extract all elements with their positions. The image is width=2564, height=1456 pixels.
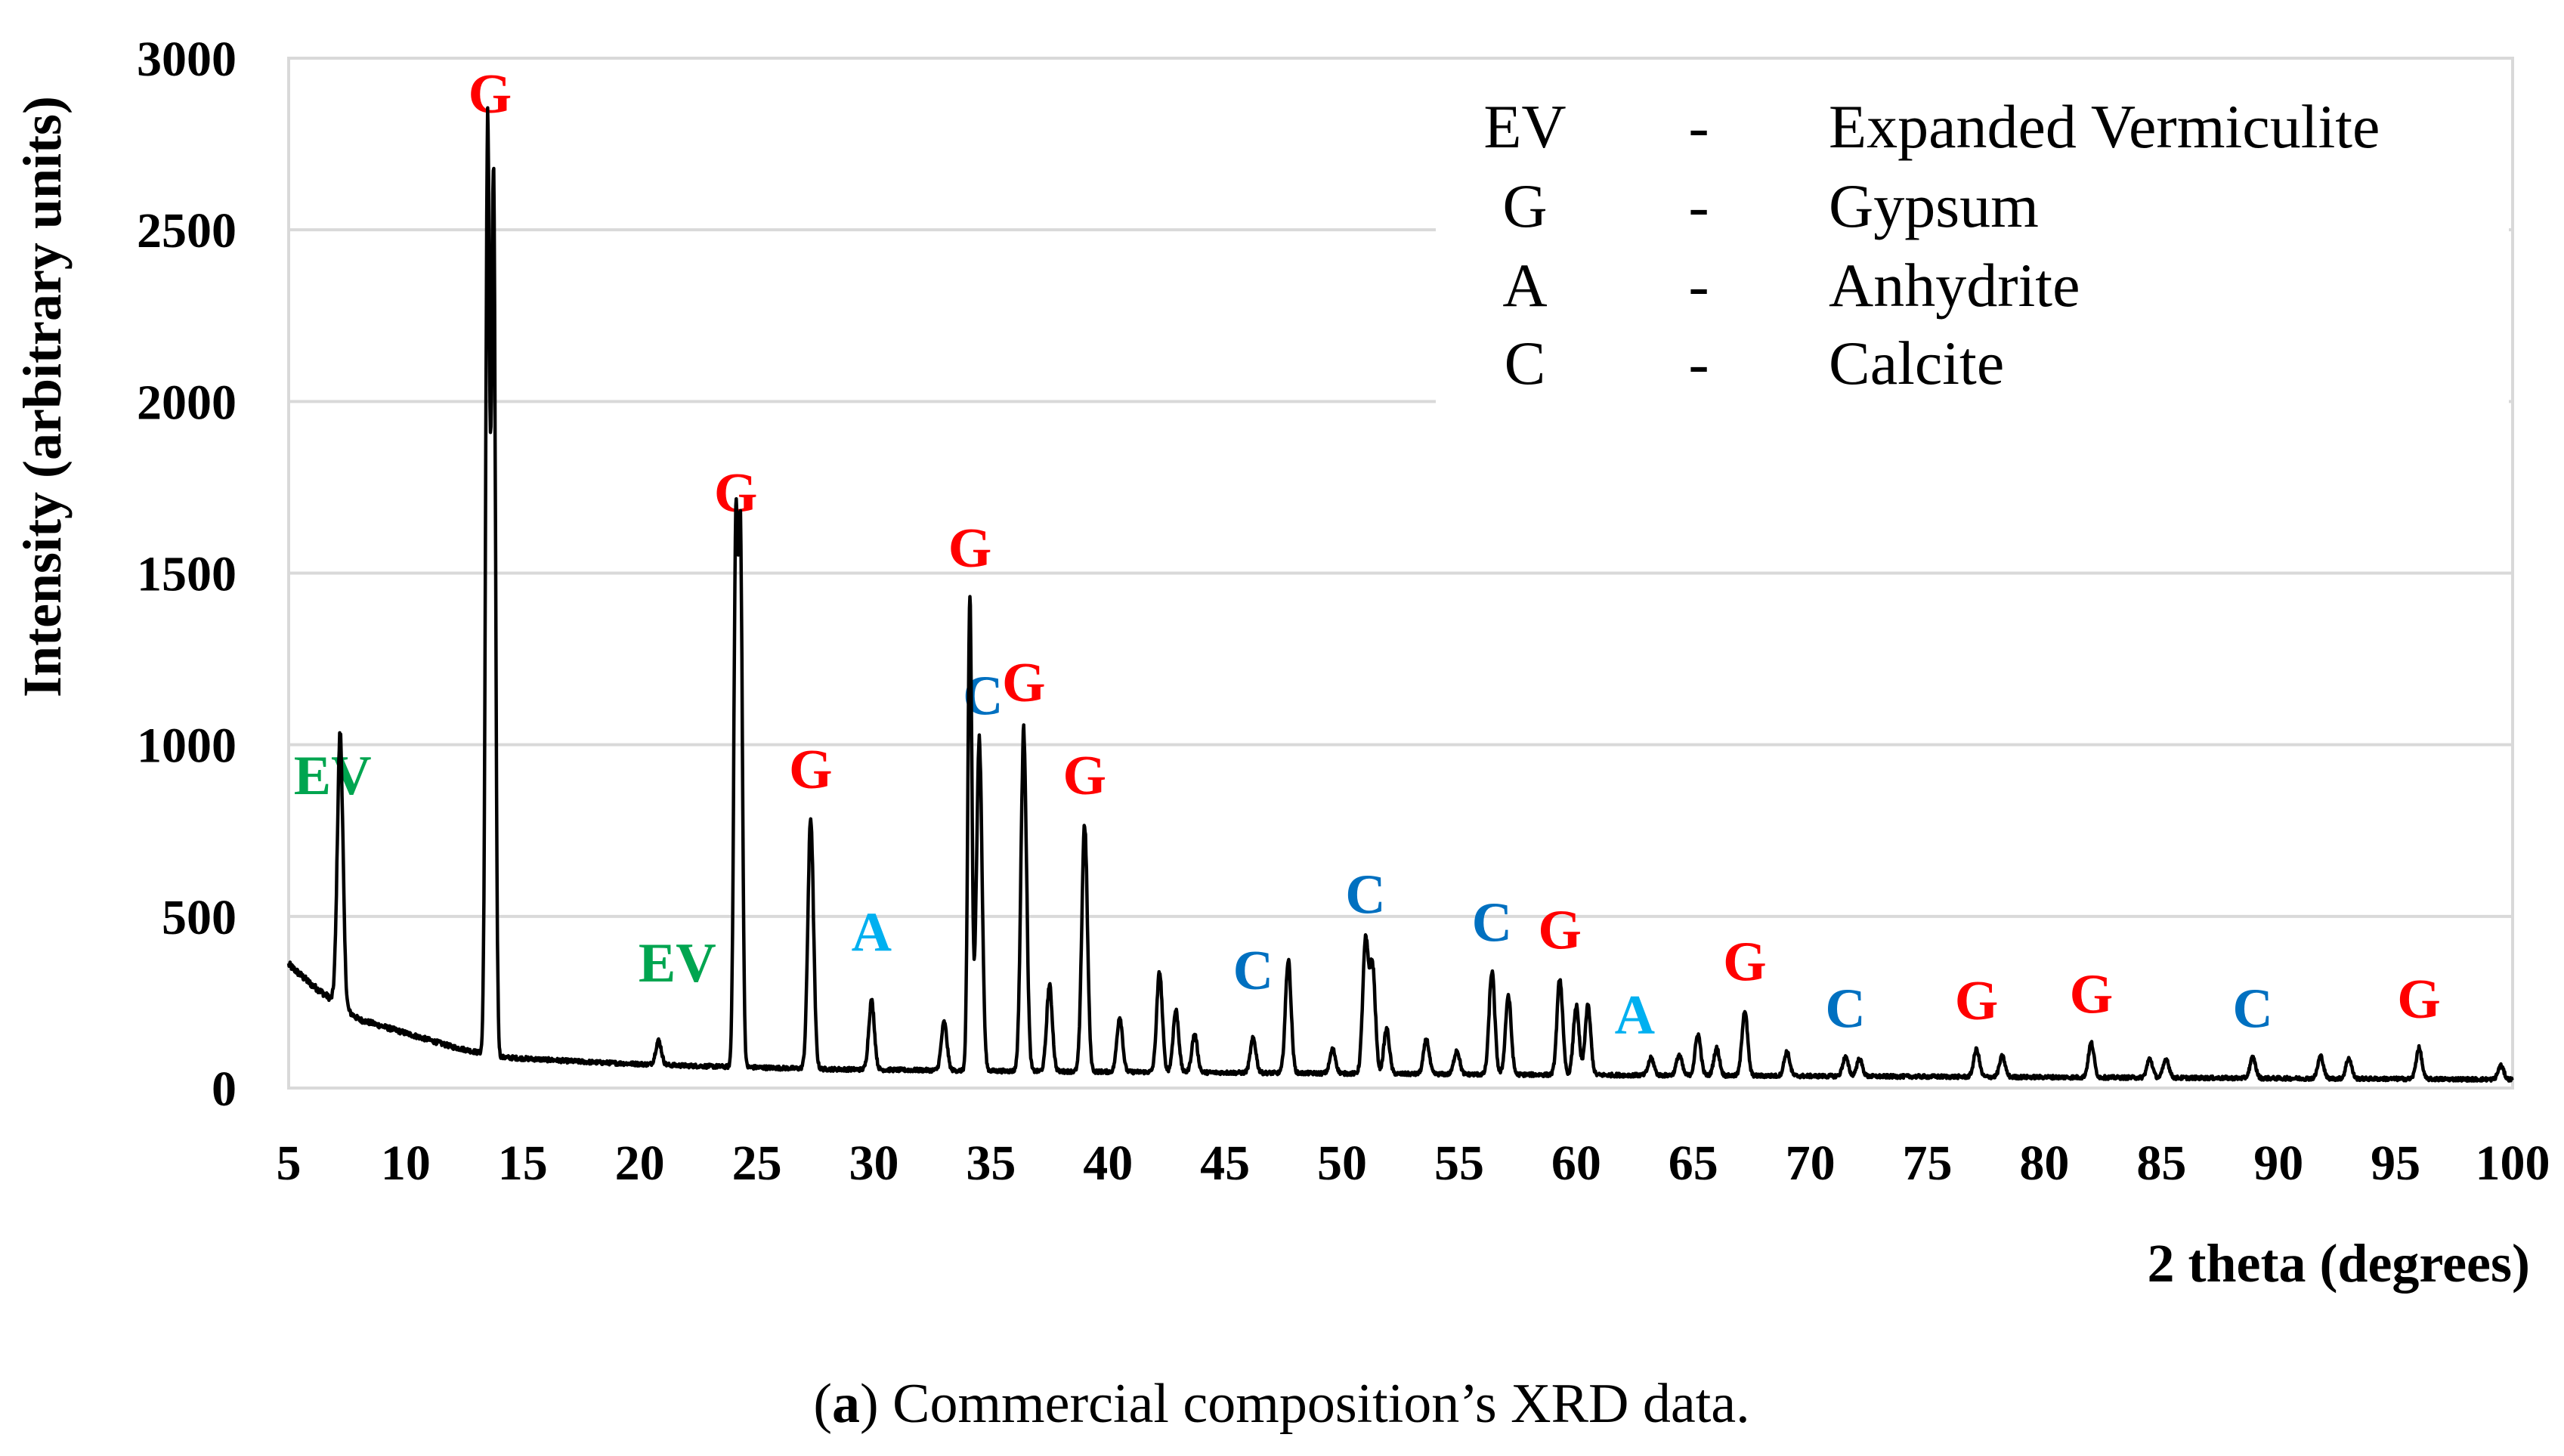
legend-name-a: Anhydrite — [1829, 251, 2080, 320]
legend-name-g: Gypsum — [1829, 172, 2039, 240]
peak-label-g: G — [469, 63, 512, 125]
peak-label-c: C — [2232, 978, 2272, 1040]
y-tick-label: 3000 — [137, 32, 237, 87]
peak-label-g: G — [789, 739, 833, 801]
legend-dash-a: - — [1688, 251, 1709, 320]
caption-prefix: ( — [813, 1373, 832, 1435]
figure-caption: (a) Commercial composition’s XRD data. — [813, 1373, 1749, 1435]
peak-label-g: G — [2397, 969, 2441, 1031]
peak-label-g: G — [1955, 970, 1999, 1032]
peak-label-c: C — [1472, 892, 1512, 954]
peak-label-g: G — [2070, 963, 2114, 1025]
legend-box — [1436, 72, 2509, 404]
legend: EV - Expanded Vermiculite G - Gypsum A -… — [1483, 92, 2380, 397]
y-tick-label: 1500 — [137, 547, 237, 602]
x-tick-label: 20 — [615, 1136, 665, 1191]
caption-text: ) Commercial composition’s XRD data. — [860, 1373, 1750, 1435]
y-tick-label: 2000 — [137, 375, 237, 430]
x-tick-label: 85 — [2136, 1136, 2186, 1191]
x-tick-label: 15 — [498, 1136, 548, 1191]
legend-name-ev: Expanded Vermiculite — [1829, 92, 2380, 161]
legend-dash-c: - — [1688, 329, 1709, 397]
x-tick-label: 95 — [2371, 1136, 2420, 1191]
y-axis-ticks: 0 500 1000 1500 2000 2500 3000 — [137, 32, 237, 1117]
peak-label-g: G — [1063, 745, 1107, 807]
legend-symbol-ev: EV — [1483, 92, 1566, 161]
legend-dash-g: - — [1688, 172, 1709, 240]
peak-label-g: G — [1538, 899, 1582, 961]
legend-dash-ev: - — [1688, 92, 1709, 161]
y-tick-label: 500 — [162, 890, 237, 945]
legend-symbol-g: G — [1502, 172, 1547, 240]
x-tick-label: 100 — [2476, 1136, 2550, 1191]
x-axis-ticks: 5 10 15 20 25 30 35 40 45 50 55 60 65 70 75 80 85 90 95 100 — [277, 1136, 2550, 1191]
x-tick-label: 80 — [2019, 1136, 2069, 1191]
y-tick-label: 2500 — [137, 203, 237, 258]
x-tick-label: 50 — [1317, 1136, 1367, 1191]
x-tick-label: 25 — [732, 1136, 782, 1191]
legend-name-c: Calcite — [1829, 329, 2004, 397]
peak-label-a: A — [852, 901, 892, 963]
caption-letter: a — [832, 1373, 860, 1435]
peak-label-ev: EV — [294, 745, 372, 807]
x-tick-label: 10 — [381, 1136, 431, 1191]
y-tick-label: 0 — [212, 1062, 237, 1117]
legend-symbol-c: C — [1505, 329, 1546, 397]
peak-label-ev: EV — [639, 932, 716, 994]
peak-label-c: C — [1825, 978, 1865, 1040]
x-tick-label: 60 — [1551, 1136, 1601, 1191]
x-tick-label: 5 — [277, 1136, 302, 1191]
x-tick-label: 45 — [1200, 1136, 1250, 1191]
x-tick-label: 30 — [849, 1136, 898, 1191]
x-tick-label: 65 — [1669, 1136, 1718, 1191]
peak-label-g: G — [948, 518, 992, 580]
x-tick-label: 35 — [966, 1136, 1016, 1191]
y-axis-title: Intensity (arbitrary units) — [12, 96, 73, 697]
gridlines — [289, 57, 2513, 918]
peak-label-g: G — [1723, 931, 1767, 993]
peak-label-c: C — [1233, 940, 1273, 1002]
x-tick-label: 70 — [1786, 1136, 1836, 1191]
y-tick-label: 1000 — [137, 719, 237, 774]
peak-label-g: G — [1002, 652, 1046, 714]
x-axis-title: 2 theta (degrees) — [2148, 1233, 2531, 1294]
x-tick-label: 55 — [1434, 1136, 1484, 1191]
x-tick-label: 90 — [2253, 1136, 2303, 1191]
peak-label-a: A — [1615, 984, 1655, 1046]
xrd-pattern-line — [286, 106, 2514, 1083]
x-tick-label: 75 — [1903, 1136, 1953, 1191]
legend-symbol-a: A — [1502, 251, 1547, 320]
peak-label-c: C — [1345, 864, 1385, 926]
x-tick-label: 40 — [1083, 1136, 1133, 1191]
